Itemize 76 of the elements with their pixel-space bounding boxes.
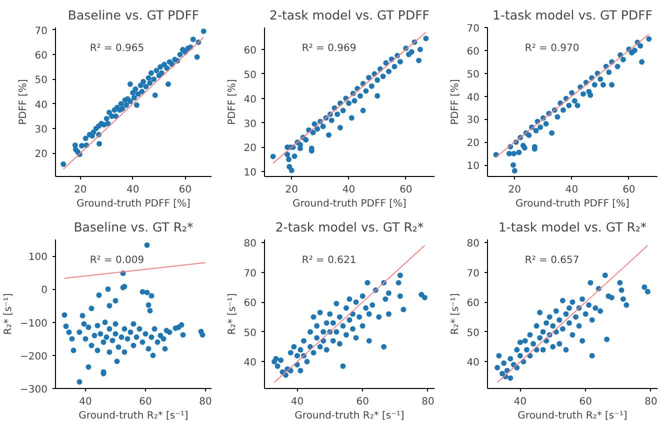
x-axis-title: Ground-truth R₂* [s⁻¹] [78, 410, 188, 422]
y-tick-label: 60 [466, 298, 480, 310]
chart-title: 2-task model vs. GT PDFF [270, 8, 430, 22]
x-tick-label: 20 [74, 184, 87, 196]
y-tick-label: 60 [466, 46, 480, 58]
y-tick-label: 50 [466, 69, 480, 80]
y-tick-label: 40 [466, 92, 480, 104]
x-tick-label: 60 [622, 184, 636, 196]
x-tick-label: 40 [79, 396, 92, 408]
annotation: R² = 0.657 [524, 254, 580, 266]
chart-title: Baseline vs. GT PDFF [68, 8, 200, 22]
y-tick-label: 70 [244, 268, 257, 280]
x-tick-label: 60 [139, 396, 152, 408]
y-axis-title: PDFF [%] [450, 79, 461, 125]
x-axis-title: Ground-truth R₂* [s⁻¹] [294, 410, 404, 422]
y-tick-label: 30 [34, 124, 48, 136]
y-tick-label: 30 [466, 115, 480, 126]
y-tick-label: 60 [244, 45, 257, 56]
y-tick-label: 20 [244, 143, 257, 154]
x-axis-title: Ground-truth PDFF [%] [516, 198, 630, 210]
y-tick-label: 40 [244, 94, 257, 106]
y-tick-label: 10 [244, 168, 257, 179]
x-tick-label: 80 [422, 396, 434, 408]
x-tick-label: 60 [579, 396, 592, 408]
y-tick-label: 40 [466, 358, 480, 369]
y-tick-label: 0 [41, 285, 48, 296]
y-tick-label: 10 [466, 161, 480, 172]
y-tick-label: 60 [34, 50, 48, 62]
y-axis-title: R₂* [s⁻¹] [3, 293, 14, 335]
y-tick-label: −200 [20, 351, 48, 362]
x-tick-label: 20 [508, 184, 522, 196]
x-tick-label: 40 [565, 184, 578, 196]
y-tick-label: 40 [244, 358, 257, 369]
x-tick-label: 40 [342, 184, 356, 196]
x-tick-label: 20 [285, 184, 298, 196]
x-tick-label: 80 [644, 396, 658, 408]
x-tick-label: 40 [514, 396, 527, 408]
chart-title: 1-task model vs. GT PDFF [492, 8, 652, 22]
y-tick-label: 50 [34, 75, 48, 86]
annotation: R² = 0.621 [302, 254, 356, 266]
x-axis-title: Ground-truth PDFF [%] [292, 198, 407, 210]
y-tick-label: 70 [34, 26, 48, 37]
y-tick-label: 20 [34, 149, 48, 160]
y-tick-label: 40 [34, 100, 48, 111]
x-tick-label: 40 [290, 396, 304, 408]
y-tick-label: 50 [466, 328, 480, 339]
y-tick-label: 70 [466, 268, 480, 280]
y-tick-label: 30 [244, 118, 257, 130]
chart-title: 2-task model vs. GT R₂* [275, 220, 424, 234]
y-axis-title: R₂* [s⁻¹] [450, 293, 461, 335]
y-tick-label: 50 [244, 328, 257, 339]
x-tick-label: 40 [126, 184, 140, 196]
y-tick-label: 50 [244, 70, 257, 81]
y-tick-label: 70 [466, 24, 480, 34]
chart-title: Baseline vs. GT R₂* [74, 220, 194, 234]
x-tick-label: 80 [199, 396, 212, 408]
x-tick-label: 60 [178, 184, 192, 196]
y-axis-title: R₂* [s⁻¹] [226, 293, 238, 335]
annotation: R² = 0.009 [90, 254, 144, 266]
annotation: R² = 0.970 [524, 42, 580, 54]
x-tick-label: 60 [400, 184, 412, 196]
y-tick-label: −100 [20, 318, 48, 330]
y-tick-label: 20 [466, 138, 480, 150]
y-tick-label: 60 [244, 298, 257, 310]
chart-title: 1-task model vs. GT R₂* [498, 220, 647, 234]
x-axis-title: Ground-truth R₂* [s⁻¹] [518, 410, 628, 422]
annotation: R² = 0.969 [302, 42, 356, 54]
annotation: R² = 0.965 [90, 42, 144, 54]
y-tick-label: −300 [20, 384, 48, 396]
y-tick-label: 80 [466, 238, 480, 250]
y-tick-label: 100 [28, 252, 48, 264]
x-axis-title: Ground-truth PDFF [%] [76, 198, 191, 210]
y-axis-title: PDFF [%] [18, 79, 29, 125]
x-tick-label: 60 [356, 396, 369, 408]
y-axis-title: PDFF [%] [226, 79, 238, 125]
y-tick-label: 80 [244, 238, 257, 250]
